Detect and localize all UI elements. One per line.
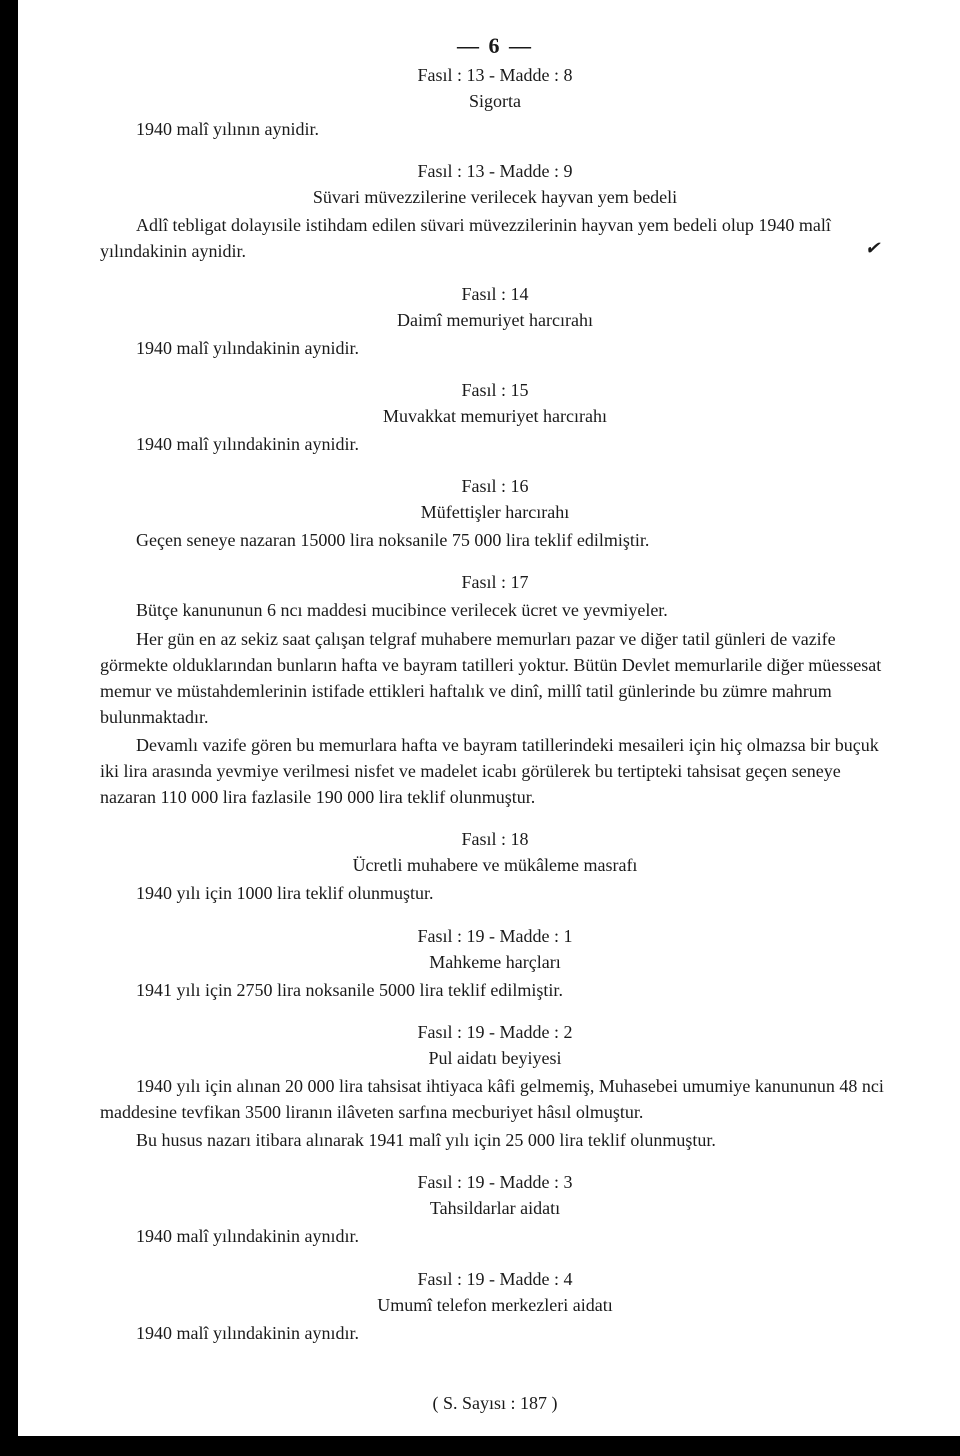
- section-subheading: Müfettişler harcırahı: [100, 499, 890, 525]
- left-black-strip: [0, 0, 18, 1456]
- footer-text: ( S. Sayısı : 187 ): [100, 1390, 890, 1416]
- section-17: Fasıl : 17 Bütçe kanununun 6 ncı maddesi…: [100, 569, 890, 810]
- section-paragraph: Bu husus nazarı itibara alınarak 1941 ma…: [100, 1127, 890, 1153]
- section-heading: Fasıl : 19 - Madde : 2: [100, 1019, 890, 1045]
- section-heading: Fasıl : 18: [100, 826, 890, 852]
- section-13-8: Fasıl : 13 - Madde : 8 Sigorta 1940 malî…: [100, 62, 890, 142]
- section-16: Fasıl : 16 Müfettişler harcırahı Geçen s…: [100, 473, 890, 553]
- section-subheading: Daimî memuriyet harcırahı: [100, 307, 890, 333]
- page-number: — 6 —: [100, 30, 890, 62]
- section-paragraph: Adlî tebligat dolayısile istihdam edilen…: [100, 212, 890, 264]
- section-subheading: Sigorta: [100, 88, 890, 114]
- section-paragraph: Her gün en az sekiz saat çalışan telgraf…: [100, 626, 890, 730]
- section-subheading: Ücretli muhabere ve mükâleme masrafı: [100, 852, 890, 878]
- section-heading: Fasıl : 19 - Madde : 3: [100, 1169, 890, 1195]
- section-paragraph: Bütçe kanununun 6 ncı maddesi mucibince …: [100, 597, 890, 623]
- bottom-black-strip: [0, 1436, 960, 1456]
- section-heading: Fasıl : 13 - Madde : 9: [100, 158, 890, 184]
- section-heading: Fasıl : 19 - Madde : 4: [100, 1266, 890, 1292]
- section-19-4: Fasıl : 19 - Madde : 4 Umumî telefon mer…: [100, 1266, 890, 1346]
- section-subheading: Süvari müvezzilerine verilecek hayvan ye…: [100, 184, 890, 210]
- section-18: Fasıl : 18 Ücretli muhabere ve mükâleme …: [100, 826, 890, 906]
- section-paragraph: 1940 yılı için alınan 20 000 lira tahsis…: [100, 1073, 890, 1125]
- section-19-3: Fasıl : 19 - Madde : 3 Tahsildarlar aida…: [100, 1169, 890, 1249]
- section-paragraph: Devamlı vazife gören bu memurlara hafta …: [100, 732, 890, 810]
- section-heading: Fasıl : 13 - Madde : 8: [100, 62, 890, 88]
- section-paragraph: 1940 malî yılındakinin aynıdır.: [100, 1320, 890, 1346]
- section-subheading: Pul aidatı beyiyesi: [100, 1045, 890, 1071]
- section-subheading: Umumî telefon merkezleri aidatı: [100, 1292, 890, 1318]
- section-paragraph: 1941 yılı için 2750 lira noksanile 5000 …: [100, 977, 890, 1003]
- section-heading: Fasıl : 19 - Madde : 1: [100, 923, 890, 949]
- section-15: Fasıl : 15 Muvakkat memuriyet harcırahı …: [100, 377, 890, 457]
- section-heading: Fasıl : 15: [100, 377, 890, 403]
- section-paragraph: Geçen seneye nazaran 15000 lira noksanil…: [100, 527, 890, 553]
- section-subheading: Muvakkat memuriyet harcırahı: [100, 403, 890, 429]
- section-heading: Fasıl : 16: [100, 473, 890, 499]
- section-14: Fasıl : 14 Daimî memuriyet harcırahı 194…: [100, 281, 890, 361]
- section-paragraph: 1940 malî yılının aynidir.: [100, 116, 890, 142]
- section-paragraph: 1940 malî yılındakinin aynidir.: [100, 335, 890, 361]
- section-paragraph: 1940 malî yılındakinin aynidir.: [100, 431, 890, 457]
- section-paragraph: 1940 malî yılındakinin aynıdır.: [100, 1223, 890, 1249]
- section-subheading: Mahkeme harçları: [100, 949, 890, 975]
- section-heading: Fasıl : 14: [100, 281, 890, 307]
- section-19-1: Fasıl : 19 - Madde : 1 Mahkeme harçları …: [100, 923, 890, 1003]
- tick-mark-icon: ✔: [865, 235, 880, 261]
- section-paragraph: 1940 yılı için 1000 lira teklif olunmuşt…: [100, 880, 890, 906]
- section-subheading: Tahsildarlar aidatı: [100, 1195, 890, 1221]
- section-heading: Fasıl : 17: [100, 569, 890, 595]
- section-13-9: Fasıl : 13 - Madde : 9 Süvari müvezziler…: [100, 158, 890, 264]
- section-19-2: Fasıl : 19 - Madde : 2 Pul aidatı beyiye…: [100, 1019, 890, 1153]
- document-page: — 6 — Fasıl : 13 - Madde : 8 Sigorta 194…: [0, 0, 960, 1456]
